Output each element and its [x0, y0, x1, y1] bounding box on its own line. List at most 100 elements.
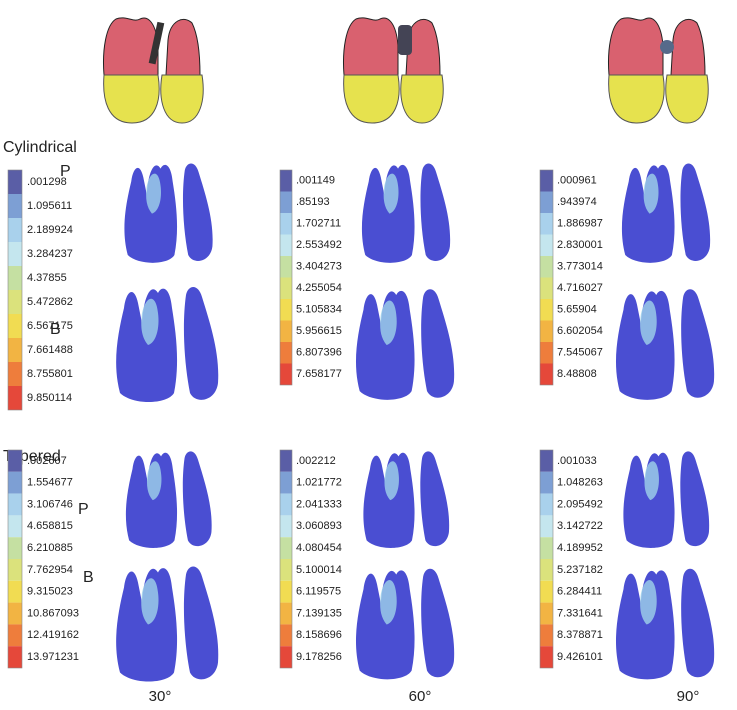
- legend-label: 6.567175: [27, 320, 73, 332]
- legend-label: 4.658815: [27, 520, 73, 532]
- legend-swatch: [280, 320, 292, 342]
- legend-label: .001149: [296, 175, 335, 187]
- legend-swatch: [280, 624, 292, 647]
- legend-label: 5.956615: [296, 325, 342, 337]
- legend-label: 12.419162: [27, 629, 79, 641]
- legend-label: 8.378871: [557, 629, 603, 641]
- legend-swatch: [540, 580, 553, 603]
- legend-swatch: [540, 191, 553, 213]
- legend-swatch: [540, 277, 553, 299]
- legend-swatch: [8, 194, 22, 218]
- legend-label: 7.762954: [27, 564, 73, 576]
- legend-label: 3.106746: [27, 498, 73, 510]
- angle-label: 30°: [149, 688, 172, 705]
- legend-swatch: [540, 515, 553, 538]
- legend-swatch: [8, 559, 22, 581]
- legend-label: 9.850114: [27, 392, 72, 404]
- legend-swatch: [540, 320, 553, 342]
- legend-label: 5.472862: [27, 296, 73, 308]
- legend-swatch: [540, 256, 553, 278]
- legend-swatch: [540, 213, 553, 235]
- legend-label: 5.65904: [557, 304, 597, 316]
- legend-frame: [279, 449, 293, 669]
- legend-swatch: [8, 515, 22, 538]
- legend-label: 1.554677: [27, 477, 73, 489]
- legend-swatch: [540, 646, 553, 668]
- legend-label: 8.158696: [296, 629, 342, 641]
- legend-swatch: [540, 342, 553, 364]
- legend-swatch: [540, 299, 553, 321]
- section-title: Cylindrical: [3, 139, 77, 156]
- legend-label: .000961: [557, 175, 597, 187]
- legend-label: 1.886987: [557, 218, 603, 230]
- legend-swatch: [280, 537, 292, 559]
- models: [103, 17, 709, 124]
- legend-label: 1.702711: [296, 218, 341, 230]
- legend-swatch: [8, 170, 22, 194]
- legend-swatch: [8, 602, 22, 625]
- legend-label: 4.716027: [557, 282, 603, 294]
- legend-swatch: [8, 314, 22, 338]
- legend-swatch: [8, 580, 22, 603]
- legend-swatch: [540, 170, 553, 192]
- legend-label: 3.142722: [557, 520, 603, 532]
- legend-swatch: [8, 218, 22, 242]
- side-label: P: [60, 163, 71, 180]
- legend-swatch: [280, 646, 292, 668]
- legend-swatch: [280, 170, 292, 192]
- legend-label: 9.178256: [296, 651, 342, 663]
- legend-swatch: [280, 471, 292, 494]
- legend-swatch: [8, 242, 22, 266]
- legend-label: 4.080454: [296, 542, 342, 554]
- legend-label: 8.48808: [557, 368, 597, 380]
- legend-swatch: [280, 277, 292, 299]
- legend-label: 6.807396: [296, 347, 342, 359]
- legend-label: 7.661488: [27, 344, 73, 356]
- legend-label: 2.189924: [27, 224, 73, 236]
- legend-swatch: [540, 450, 553, 472]
- legend-label: 5.100014: [296, 564, 342, 576]
- legend-label: 2.553492: [296, 239, 342, 251]
- legend-swatch: [8, 493, 22, 516]
- legend-swatch: [540, 363, 553, 385]
- legend-swatch: [540, 471, 553, 494]
- legend-label: .002607: [27, 455, 67, 467]
- legend-swatch: [280, 363, 292, 385]
- legend-label: 3.060893: [296, 520, 342, 532]
- legend-swatch: [8, 266, 22, 290]
- legend-frame: [539, 449, 554, 669]
- legend-swatch: [540, 624, 553, 647]
- legend-swatch: [280, 256, 292, 278]
- legend-swatch: [280, 559, 292, 581]
- legend-label: 6.284411: [557, 586, 602, 598]
- legend-swatch: [280, 299, 292, 321]
- legend-frame: [7, 449, 23, 669]
- legend-swatch: [280, 213, 292, 235]
- legend-swatch: [8, 537, 22, 559]
- legend-swatch: [8, 450, 22, 472]
- legend-label: .85193: [296, 196, 330, 208]
- legend-frame: [7, 169, 23, 411]
- legend-swatch: [8, 386, 22, 410]
- legend-swatch: [8, 624, 22, 647]
- legend-label: .001298: [27, 176, 67, 188]
- angle-label: 90°: [677, 688, 700, 705]
- legend-label: 1.048263: [557, 477, 603, 489]
- legend-frame: [539, 169, 554, 386]
- legend-label: 6.119575: [296, 586, 341, 598]
- legend-label: 2.041333: [296, 498, 342, 510]
- legend-swatch: [8, 290, 22, 314]
- legend-swatch: [540, 234, 553, 256]
- legend-label: 7.331641: [557, 607, 603, 619]
- legend-label: 6.602054: [557, 325, 603, 337]
- legend-label: 2.095492: [557, 498, 603, 510]
- legend-swatch: [280, 342, 292, 364]
- legend-swatch: [540, 493, 553, 516]
- legend-swatch: [280, 450, 292, 472]
- legend-label: 4.37855: [27, 272, 67, 284]
- angle-label: 60°: [409, 688, 432, 705]
- legend-swatch: [280, 602, 292, 625]
- legend-label: .001033: [557, 455, 597, 467]
- legend-swatch: [280, 515, 292, 538]
